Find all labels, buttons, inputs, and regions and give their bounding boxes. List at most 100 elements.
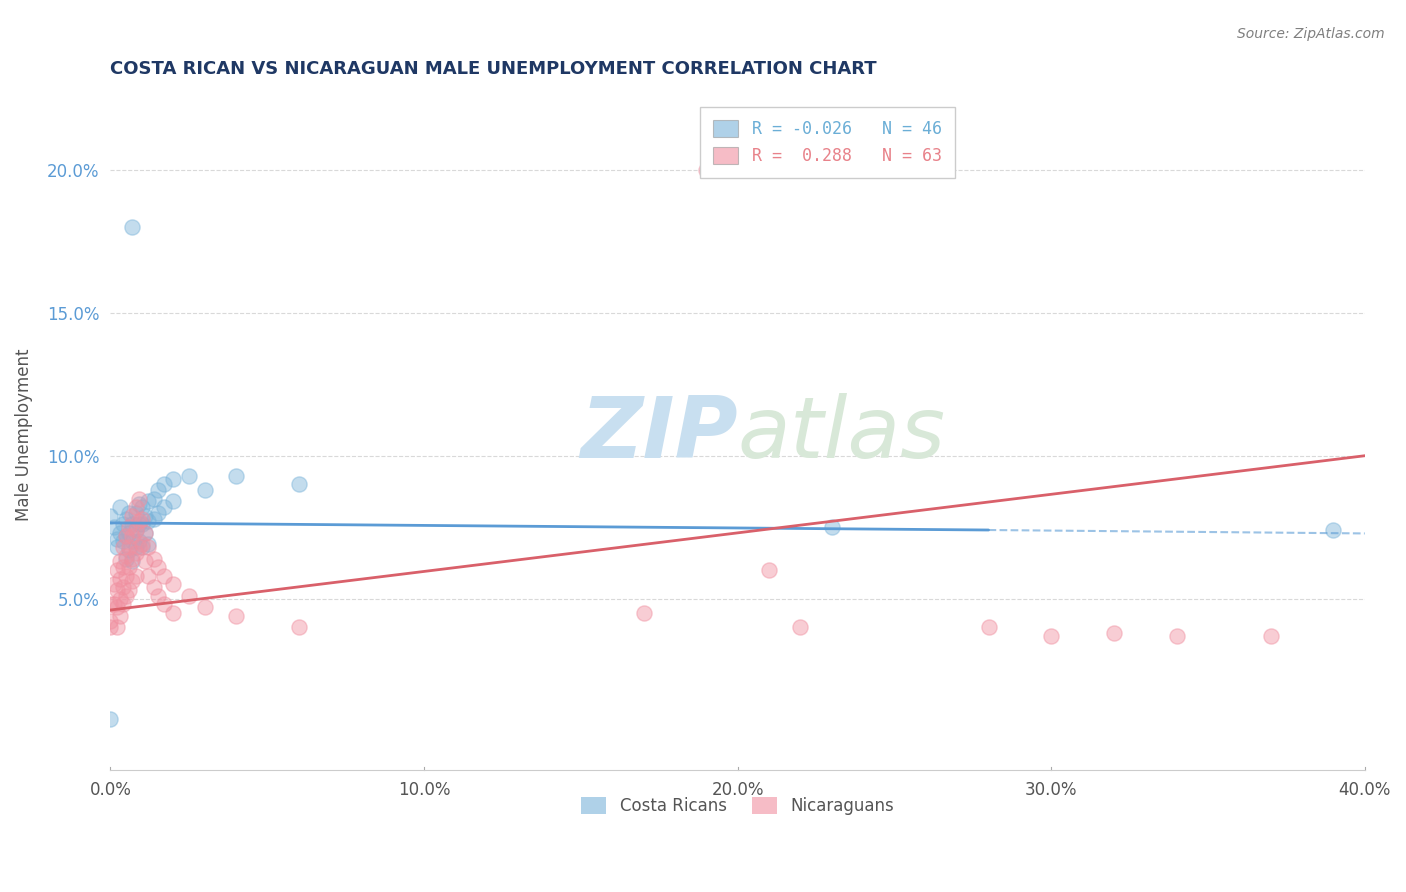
Point [115,529,138,543]
Point [633,606,655,620]
Point [758,563,780,577]
Point [124,500,146,515]
Point [105,563,128,577]
Legend: Costa Ricans, Nicaraguans: Costa Ricans, Nicaraguans [575,790,900,822]
Point [118,506,141,520]
Point [136,540,159,554]
Point [287,477,309,491]
Point [225,608,247,623]
Point [115,511,138,525]
Point [118,560,141,574]
Point [115,551,138,566]
Point [1322,523,1344,537]
Point [194,600,217,615]
Point [131,517,153,532]
Point [121,534,143,549]
Point [118,520,141,534]
Point [134,525,156,540]
Y-axis label: Male Unemployment: Male Unemployment [15,348,32,521]
Point [1260,629,1282,643]
Point [112,540,135,554]
Point [131,537,153,551]
Point [108,554,131,568]
Point [108,525,131,540]
Point [146,483,169,497]
Point [162,606,184,620]
Text: ZIP: ZIP [581,392,738,475]
Point [112,580,135,594]
Point [124,506,146,520]
Text: atlas: atlas [738,392,946,475]
Point [100,712,122,726]
Point [105,532,128,546]
Point [121,529,143,543]
Point [108,500,131,515]
Point [105,600,128,615]
Point [128,517,150,532]
Point [128,491,150,506]
Point [118,543,141,558]
Point [1040,629,1063,643]
Point [121,574,143,589]
Point [131,540,153,554]
Point [115,549,138,563]
Point [100,615,122,629]
Point [121,517,143,532]
Point [118,582,141,597]
Point [177,589,200,603]
Point [153,568,176,582]
Point [118,540,141,554]
Point [108,572,131,586]
Point [128,534,150,549]
Point [1166,629,1188,643]
Point [124,540,146,554]
Point [124,523,146,537]
Point [128,515,150,529]
Point [153,500,176,515]
Point [194,483,217,497]
Point [100,508,122,523]
Point [821,520,844,534]
Point [121,220,143,235]
Point [134,554,156,568]
Point [100,620,122,634]
Point [105,582,128,597]
Point [115,589,138,603]
Point [128,497,150,511]
Point [143,491,166,506]
Point [225,468,247,483]
Point [105,620,128,634]
Point [977,620,1000,634]
Point [136,568,159,582]
Point [105,540,128,554]
Point [177,468,200,483]
Point [112,560,135,574]
Point [695,163,717,178]
Point [143,511,166,525]
Point [153,597,176,611]
Point [115,568,138,582]
Point [143,580,166,594]
Point [103,520,125,534]
Point [136,494,159,508]
Point [146,506,169,520]
Point [134,508,156,523]
Point [108,591,131,606]
Point [100,597,122,611]
Point [108,608,131,623]
Point [162,472,184,486]
Point [112,597,135,611]
Point [1102,625,1125,640]
Point [112,534,135,549]
Point [124,546,146,560]
Point [146,589,169,603]
Point [121,554,143,568]
Point [287,620,309,634]
Point [789,620,811,634]
Point [136,515,159,529]
Point [131,500,153,515]
Point [128,540,150,554]
Point [143,551,166,566]
Text: COSTA RICAN VS NICARAGUAN MALE UNEMPLOYMENT CORRELATION CHART: COSTA RICAN VS NICARAGUAN MALE UNEMPLOYM… [111,60,877,78]
Point [124,523,146,537]
